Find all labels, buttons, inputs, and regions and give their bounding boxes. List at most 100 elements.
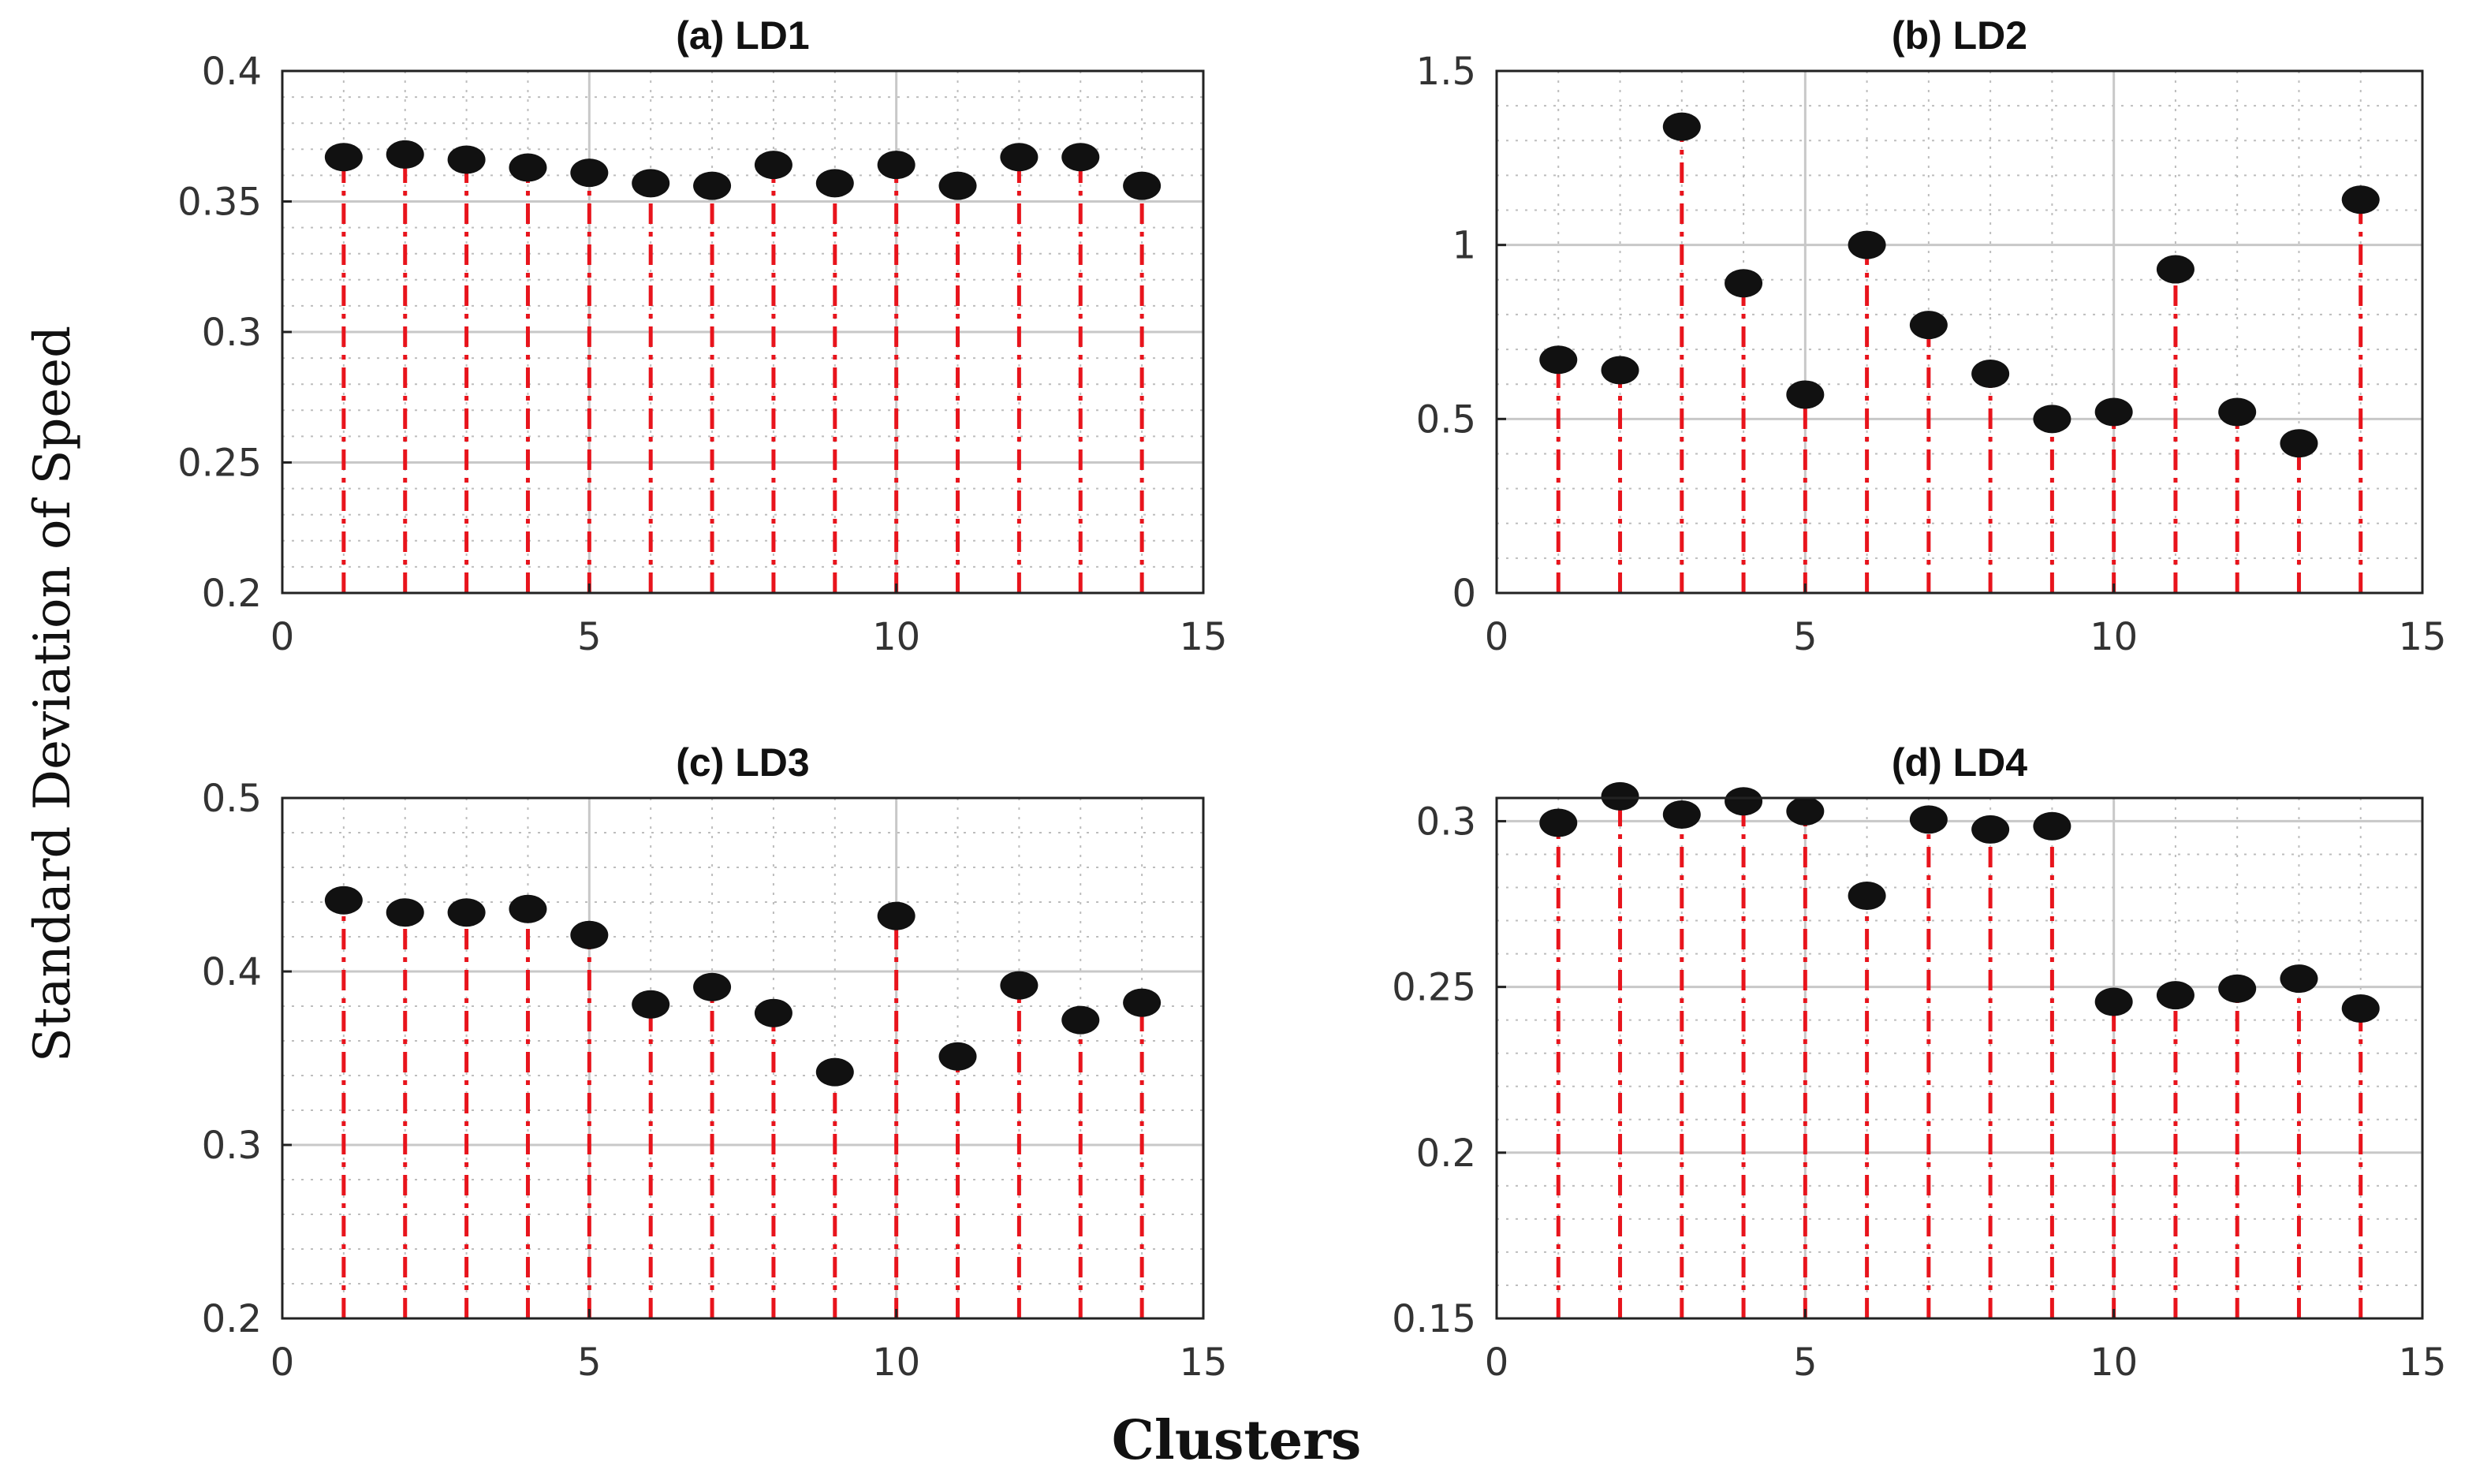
data-point [2156, 255, 2194, 284]
y-tick-label: 0.3 [202, 1124, 262, 1168]
x-tick-label: 5 [577, 615, 602, 659]
y-tick-label: 0.25 [1392, 966, 1476, 1010]
data-point [877, 151, 915, 180]
x-tick-label: 10 [2090, 615, 2138, 659]
data-point [693, 972, 732, 1001]
data-point [2094, 397, 2133, 427]
figure-x-axis-label: Clusters [1112, 1409, 1361, 1472]
data-point [1848, 230, 1886, 259]
data-point [1000, 143, 1039, 172]
x-tick-label: 10 [872, 1340, 920, 1385]
panel-ld1: 0 5 10 15 0.2 0.25 0.3 0.35 0.4 (a) LD1 [177, 13, 1227, 659]
y-tick-label: 0.2 [202, 1297, 262, 1341]
x-tick-label: 0 [1485, 615, 1509, 659]
axes-frame [281, 796, 1205, 1320]
data-point [938, 171, 977, 200]
x-tick-label: 15 [2398, 1340, 2446, 1385]
data-point [2156, 981, 2194, 1010]
figure-y-axis-label: Standard Deviation of Speed [24, 326, 82, 1062]
data-point [1848, 882, 1886, 911]
panel-title: (d) LD4 [1892, 740, 2027, 785]
data-point [2033, 405, 2071, 434]
data-point [2033, 811, 2071, 841]
x-tick-label: 15 [1179, 1340, 1227, 1385]
data-point [1909, 805, 1948, 834]
y-tick-label: 0 [1452, 572, 1476, 616]
data-point [1971, 815, 2010, 844]
y-tick-label: 0.3 [202, 311, 262, 355]
x-tick-label: 15 [1179, 615, 1227, 659]
data-point [1061, 1005, 1100, 1035]
y-tick-label: 1.5 [1416, 50, 1476, 94]
panel-ld4: 0 5 10 15 0.15 0.2 0.25 0.3 (d) LD4 [1392, 740, 2446, 1385]
data-point [1725, 787, 1763, 816]
data-point [754, 998, 792, 1027]
data-point [2280, 429, 2318, 458]
data-point [570, 158, 609, 188]
data-point [509, 894, 547, 923]
data-point [2218, 974, 2257, 1003]
panel-title: (c) LD3 [676, 740, 809, 785]
x-tick-label: 10 [2090, 1340, 2138, 1385]
data-point [2341, 994, 2380, 1023]
y-tick-label: 0.5 [1416, 397, 1476, 442]
data-point [877, 901, 915, 930]
panel-title: (a) LD1 [676, 13, 809, 58]
data-point [324, 886, 363, 915]
x-tick-label: 0 [270, 615, 295, 659]
panel-ld2: 0 5 10 15 0 0.5 1 1.5 (b) LD2 [1416, 13, 2447, 659]
x-tick-label: 5 [1793, 1340, 1818, 1385]
data-point [1786, 380, 1825, 409]
data-point [938, 1042, 977, 1071]
x-tick-label: 15 [2398, 615, 2446, 659]
x-tick-label: 5 [577, 1340, 602, 1385]
data-point [2280, 964, 2318, 994]
data-point [754, 151, 792, 180]
y-tick-label: 0.5 [202, 777, 262, 821]
panel-ld3: 0 5 10 15 0.2 0.3 0.4 0.5 (c) LD3 [202, 740, 1228, 1385]
y-tick-label: 0.4 [202, 50, 262, 94]
y-tick-label: 0.4 [202, 950, 262, 994]
data-point [1000, 971, 1039, 1000]
data-point [1123, 988, 1162, 1017]
data-point [386, 898, 424, 927]
data-point [1971, 359, 2010, 388]
axes-frame [1495, 796, 2424, 1320]
data-point [1786, 796, 1825, 826]
panel-title: (b) LD2 [1892, 13, 2027, 58]
data-point [632, 990, 670, 1019]
data-point [324, 143, 363, 172]
data-point [386, 140, 424, 169]
y-tick-label: 0.25 [177, 442, 262, 486]
data-point [815, 169, 854, 198]
data-point [570, 920, 609, 949]
x-tick-label: 0 [270, 1340, 295, 1385]
data-point [1662, 800, 1701, 830]
y-tick-label: 0.2 [202, 572, 262, 616]
data-point [1123, 171, 1162, 200]
data-point [693, 171, 732, 200]
data-point [1909, 311, 1948, 340]
y-tick-label: 0.15 [1392, 1297, 1476, 1341]
data-point [1539, 808, 1578, 837]
axes-frame [1495, 69, 2424, 595]
x-tick-label: 0 [1485, 1340, 1509, 1385]
data-point [447, 898, 486, 927]
data-point [632, 169, 670, 198]
data-point [2094, 987, 2133, 1016]
x-tick-label: 5 [1793, 615, 1818, 659]
data-point [1601, 356, 1639, 385]
y-tick-label: 1 [1452, 224, 1476, 268]
data-point [1539, 345, 1578, 375]
data-point [447, 145, 486, 174]
data-point [509, 153, 547, 182]
data-point [1662, 112, 1701, 141]
data-point [2218, 397, 2257, 427]
y-tick-label: 0.2 [1416, 1132, 1476, 1176]
data-point [1725, 269, 1763, 298]
y-tick-label: 0.3 [1416, 800, 1476, 844]
y-tick-label: 0.35 [177, 181, 262, 225]
data-point [2341, 185, 2380, 214]
data-point [1601, 781, 1639, 811]
